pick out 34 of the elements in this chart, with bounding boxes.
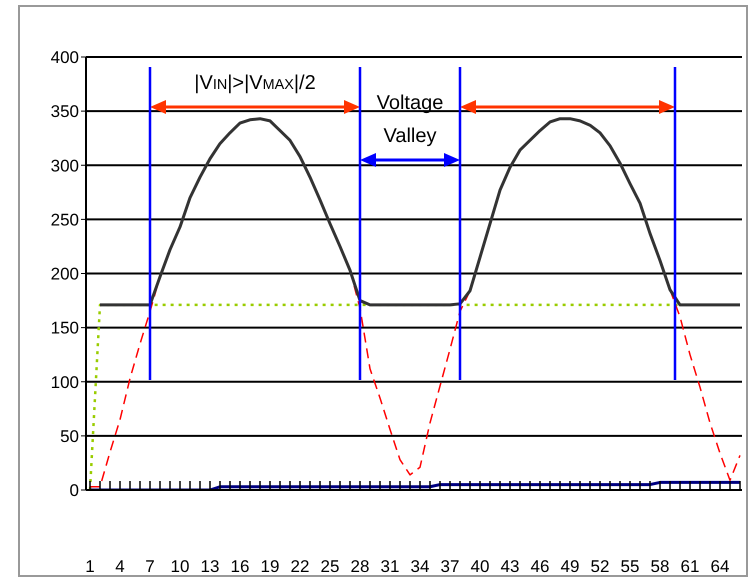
x-tick-label: 4 <box>115 557 125 576</box>
x-tick-label: 7 <box>145 557 155 576</box>
x-tick-label: 22 <box>290 557 310 576</box>
x-tick-label: 40 <box>470 557 490 576</box>
y-tick-label: 50 <box>60 426 79 446</box>
y-tick-label: 0 <box>70 481 79 500</box>
y-tick-label: 150 <box>50 318 79 338</box>
x-tick-label: 55 <box>620 557 640 576</box>
x-tick-label: 52 <box>590 557 610 576</box>
x-tick-label: 19 <box>260 557 280 576</box>
y-tick-label: 400 <box>50 48 79 68</box>
x-tick-label: 64 <box>710 557 730 576</box>
y-tick-label: 300 <box>50 156 79 176</box>
x-tick-label: 61 <box>680 557 700 576</box>
line-series <box>88 480 742 490</box>
x-tick-label: 1 <box>85 557 95 576</box>
annotation: Voltage Valley <box>376 92 444 147</box>
x-tick-label: 58 <box>650 557 670 576</box>
x-tick-label: 49 <box>560 557 580 576</box>
line-series <box>98 117 742 306</box>
y-tick-label: 250 <box>50 210 79 230</box>
x-tick-label: 43 <box>500 557 520 576</box>
x-tick-label: 10 <box>170 557 190 576</box>
x-tick-label: 28 <box>350 557 370 576</box>
y-tick-label: 350 <box>50 102 79 122</box>
y-tick-label: 200 <box>50 264 79 284</box>
x-tick-label: 37 <box>440 557 460 576</box>
y-tick-label: 100 <box>50 372 79 392</box>
x-tick-label: 16 <box>230 557 250 576</box>
x-tick-label: 13 <box>200 557 220 576</box>
x-tick-label: 31 <box>380 557 400 576</box>
x-tick-label: 25 <box>320 557 340 576</box>
x-tick-label: 34 <box>410 557 430 576</box>
x-tick-label: 46 <box>530 557 550 576</box>
